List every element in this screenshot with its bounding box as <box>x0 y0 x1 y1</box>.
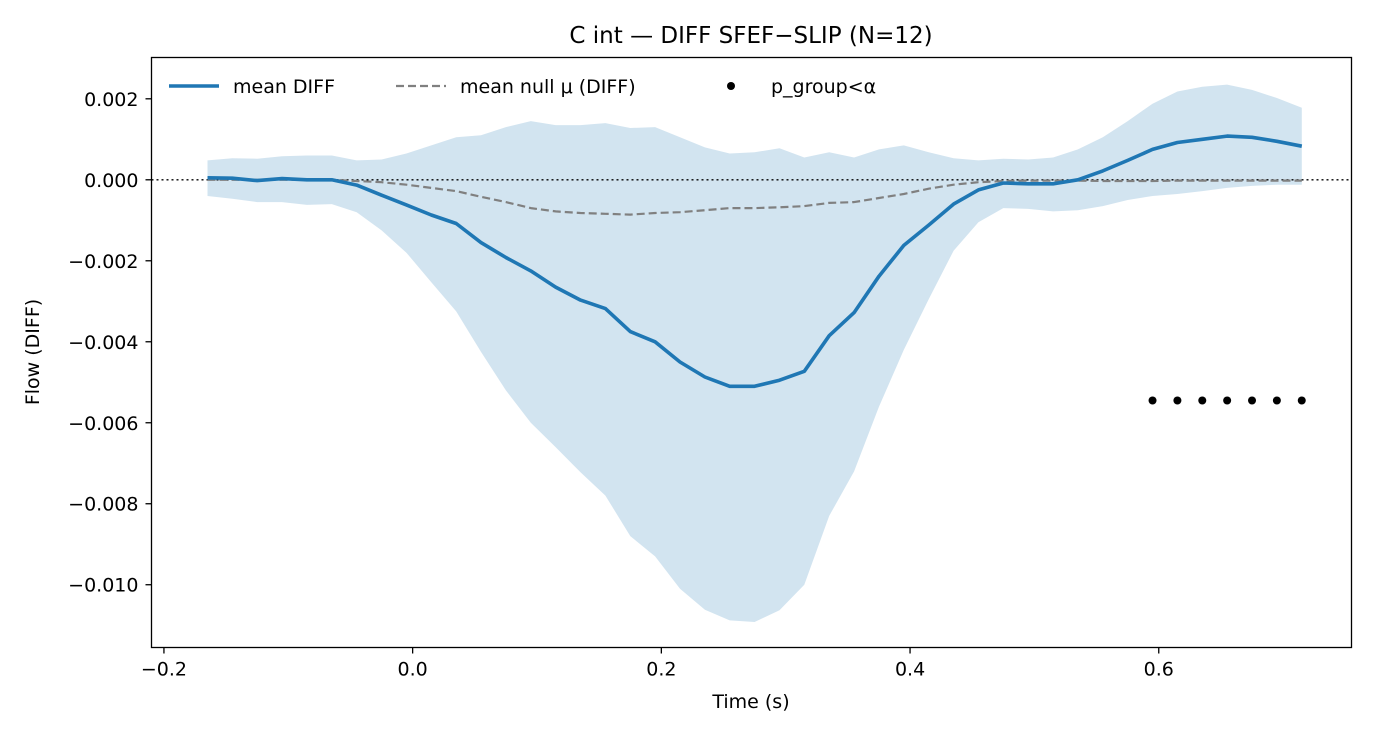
x-tick-label: 0.2 <box>646 659 676 681</box>
y-tick-label: 0.000 <box>84 170 138 192</box>
x-tick-label: 0.6 <box>1144 659 1174 681</box>
y-tick-label: −0.006 <box>68 413 138 435</box>
chart-title: C int — DIFF SFEF−SLIP (N=12) <box>569 23 932 49</box>
y-tick-label: 0.002 <box>84 89 138 111</box>
plot-frame <box>150 56 1353 649</box>
x-tick-label: 0.0 <box>398 659 428 681</box>
x-tick-label: −0.2 <box>141 659 187 681</box>
y-axis-label: Flow (DIFF) <box>22 299 44 405</box>
confidence-band <box>207 84 1302 623</box>
axes: −0.2 0.0 0.2 0.4 0.6 0.002 0.000 −0.002 −0.004 −0… <box>68 89 1174 681</box>
series-line-mean-null <box>207 178 1302 216</box>
y-tick-label: −0.004 <box>68 332 138 354</box>
plot-area <box>151 84 1352 623</box>
x-tick-label: 0.4 <box>895 659 925 681</box>
y-tick-label: −0.010 <box>68 575 138 597</box>
significance-marker <box>1248 396 1257 405</box>
significance-marker <box>1173 396 1182 405</box>
significance-marker <box>1198 396 1207 405</box>
x-axis-label: Time (s) <box>711 691 789 713</box>
legend-swatch-significance <box>727 82 735 90</box>
legend: mean DIFF mean null μ (DIFF) p_group<α <box>169 76 876 98</box>
y-tick-label: −0.002 <box>68 251 138 273</box>
legend-label-significance: p_group<α <box>771 76 876 98</box>
series-line-mean-diff <box>207 134 1303 389</box>
legend-label-mean-null: mean null μ (DIFF) <box>460 76 636 98</box>
significance-marker <box>1297 396 1306 405</box>
y-tick-label: −0.008 <box>68 494 138 516</box>
legend-label-mean-diff: mean DIFF <box>233 76 335 98</box>
significance-marker <box>1223 396 1232 405</box>
significance-marker <box>1272 396 1281 405</box>
significance-marker <box>1148 396 1157 405</box>
